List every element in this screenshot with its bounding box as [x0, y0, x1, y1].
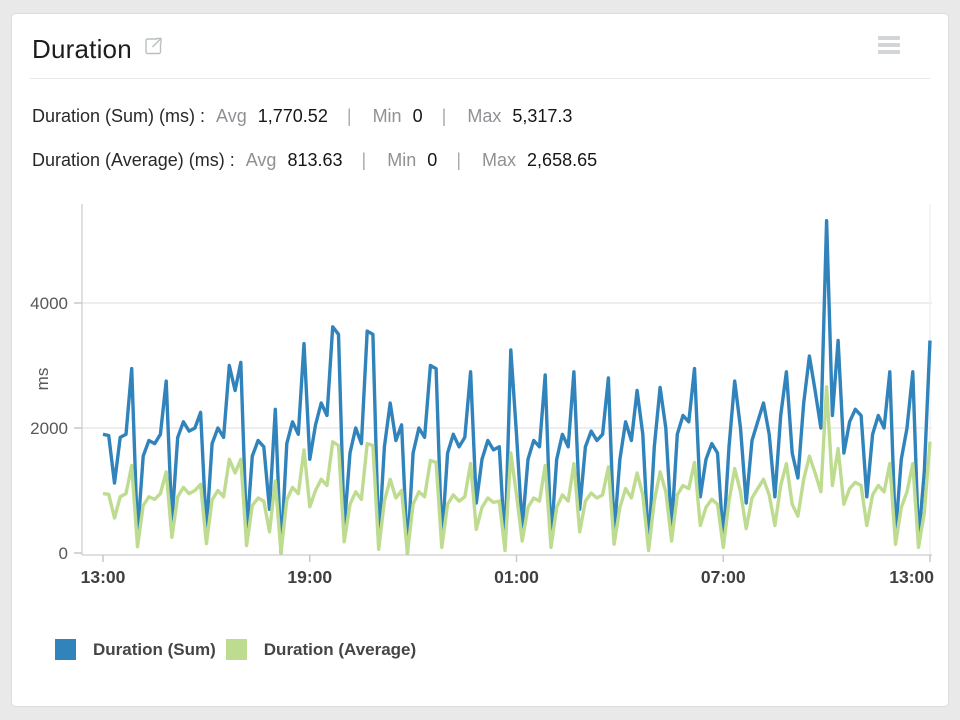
stat-avg-max-label: Max — [482, 150, 517, 170]
stat-separator: | — [456, 150, 461, 170]
x-tick-label: 19:00 — [287, 567, 332, 587]
stat-sum-min-label: Min — [372, 106, 402, 126]
y-axis-title: ms — [33, 368, 52, 391]
y-tick-label: 2000 — [30, 419, 68, 438]
stat-separator: | — [346, 106, 352, 126]
stat-sum-avg-label: Avg — [216, 106, 247, 126]
stat-row-sum: Duration (Sum) (ms) : Avg 1,770.52 | Min… — [32, 103, 928, 129]
y-tick-label: 0 — [59, 544, 68, 563]
x-tick-label: 13:00 — [81, 567, 126, 587]
stats-section: Duration (Sum) (ms) : Avg 1,770.52 | Min… — [12, 79, 948, 173]
stat-sum-max-label: Max — [467, 106, 502, 126]
stat-row-average: Duration (Average) (ms) : Avg 813.63 | M… — [32, 147, 928, 173]
legend-label-average: Duration (Average) — [263, 639, 417, 659]
header-divider — [30, 78, 930, 79]
series-line-sum — [102, 219, 932, 555]
external-link-icon[interactable] — [144, 36, 164, 56]
x-tick-label: 01:00 — [494, 567, 539, 587]
widget-header: Duration — [12, 14, 948, 78]
stat-separator: | — [361, 150, 367, 170]
stat-avg-avg-value: 813.63 — [287, 150, 343, 170]
stat-avg-min-value: 0 — [427, 150, 438, 170]
x-tick-label: 13:00 — [889, 567, 934, 587]
legend-label-sum: Duration (Sum) — [93, 639, 216, 659]
legend-item-sum[interactable]: Duration (Sum) — [55, 639, 216, 660]
stat-sum-min-value: 0 — [412, 106, 423, 126]
stat-avg-label: Duration (Average) (ms) : — [32, 150, 235, 170]
duration-chart[interactable]: 0 2000 4000 ms 13:00 19:00 01:00 07:00 13:00 — [12, 193, 948, 625]
menu-icon[interactable] — [874, 32, 904, 58]
duration-widget-card: Duration Duration (Sum) (ms) : Avg 1,770… — [12, 14, 948, 706]
legend-swatch-sum — [55, 639, 76, 660]
y-tick-label: 4000 — [30, 294, 68, 313]
stat-avg-min-label: Min — [387, 150, 417, 170]
stat-sum-avg-value: 1,770.52 — [257, 106, 328, 126]
page-title: Duration — [32, 33, 132, 64]
stat-sum-label: Duration (Sum) (ms) : — [32, 106, 206, 126]
x-tick-label: 07:00 — [701, 567, 746, 587]
stat-sum-max-value: 5,317.3 — [512, 106, 573, 126]
stat-avg-max-value: 2,658.65 — [527, 150, 598, 170]
series-line-average — [102, 385, 932, 555]
chart-legend: Duration (Sum) Duration (Average) — [12, 639, 948, 660]
stat-separator: | — [441, 106, 447, 126]
stat-avg-avg-label: Avg — [245, 150, 277, 170]
legend-item-average[interactable]: Duration (Average) — [225, 639, 417, 660]
legend-swatch-average — [225, 639, 247, 660]
